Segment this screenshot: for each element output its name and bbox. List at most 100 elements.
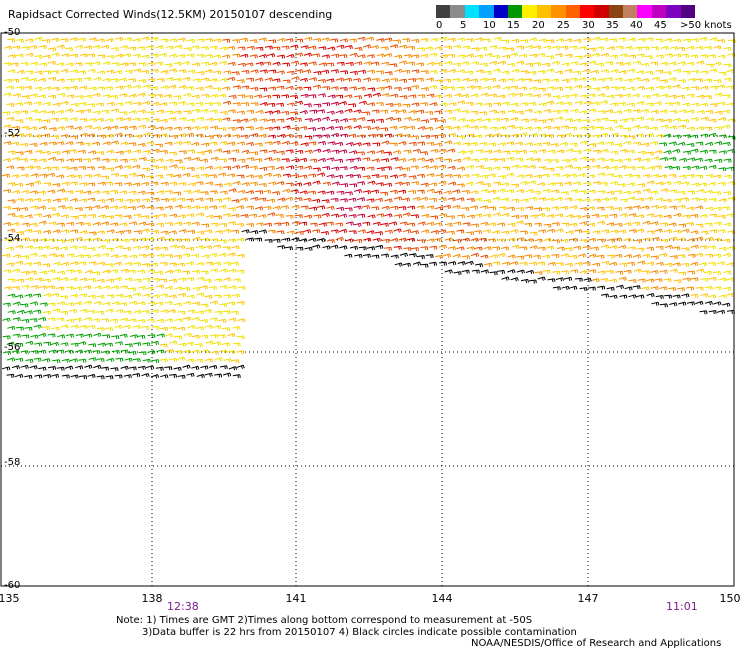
wind-barb bbox=[390, 157, 399, 162]
wind-barb bbox=[408, 141, 417, 147]
wind-barb bbox=[230, 261, 239, 266]
wind-barb bbox=[524, 142, 534, 147]
wind-barb bbox=[627, 37, 637, 42]
wind-barb bbox=[178, 342, 187, 347]
wind-barb bbox=[321, 69, 330, 74]
wind-barb bbox=[447, 197, 456, 202]
wind-barb bbox=[33, 101, 42, 106]
wind-barb bbox=[690, 117, 699, 122]
wind-barb bbox=[435, 254, 444, 260]
wind-barb bbox=[587, 189, 597, 194]
wind-barb bbox=[196, 116, 205, 122]
wind-barb bbox=[402, 103, 411, 108]
wind-barb bbox=[106, 294, 115, 299]
wind-barb bbox=[73, 317, 82, 322]
wind-barb bbox=[137, 46, 146, 51]
wind-barb bbox=[574, 100, 583, 106]
wind-barb bbox=[614, 253, 623, 259]
wind-barb bbox=[565, 148, 575, 153]
wind-barb bbox=[38, 254, 48, 259]
wind-barb bbox=[717, 54, 726, 59]
wind-barb bbox=[579, 287, 588, 292]
wind-barb bbox=[574, 277, 583, 282]
wind-barb bbox=[714, 92, 723, 97]
wind-barb bbox=[111, 108, 120, 113]
wind-barb bbox=[374, 197, 384, 203]
wind-barb bbox=[219, 285, 228, 290]
wind-barb bbox=[622, 93, 632, 98]
wind-barb bbox=[363, 77, 372, 82]
wind-barb bbox=[6, 341, 15, 346]
wind-barb bbox=[564, 262, 573, 267]
wind-barb bbox=[411, 102, 420, 107]
wind-barb bbox=[564, 118, 574, 123]
wind-barb bbox=[115, 102, 124, 107]
wind-barb bbox=[687, 157, 696, 162]
wind-barb bbox=[174, 44, 183, 50]
wind-barb bbox=[70, 181, 78, 186]
wind-barb bbox=[475, 54, 484, 59]
wind-barb bbox=[561, 125, 570, 130]
wind-barb bbox=[326, 221, 334, 226]
wind-barb bbox=[51, 166, 59, 171]
wind-barb bbox=[695, 141, 704, 146]
wind-barb bbox=[511, 68, 520, 74]
wind-barb bbox=[263, 189, 272, 194]
wind-barb bbox=[649, 126, 659, 131]
wind-barb bbox=[294, 197, 303, 202]
wind-barb bbox=[520, 230, 528, 235]
wind-barb bbox=[70, 261, 79, 266]
wind-barb bbox=[241, 229, 250, 234]
wind-barb bbox=[444, 140, 453, 145]
wind-barb bbox=[178, 133, 187, 138]
wind-barb bbox=[213, 148, 223, 153]
wind-barb bbox=[726, 262, 735, 267]
legend-swatch bbox=[436, 5, 451, 18]
wind-barb bbox=[628, 279, 637, 284]
wind-barb bbox=[406, 237, 416, 242]
wind-barb bbox=[96, 294, 105, 300]
wind-barb bbox=[331, 53, 340, 58]
wind-barb bbox=[569, 93, 579, 98]
wind-barb bbox=[335, 222, 344, 227]
wind-barb bbox=[681, 86, 690, 91]
wind-barb bbox=[48, 366, 57, 371]
wind-barb bbox=[384, 229, 393, 234]
wind-barb bbox=[510, 102, 519, 107]
wind-barb bbox=[191, 45, 200, 50]
wind-barb bbox=[137, 365, 146, 370]
wind-barb bbox=[39, 173, 48, 178]
wind-barb bbox=[345, 62, 354, 67]
wind-barb bbox=[236, 253, 245, 259]
wind-barb bbox=[483, 199, 492, 204]
wind-barb bbox=[542, 254, 551, 259]
wind-barb bbox=[205, 340, 214, 345]
wind-barb bbox=[349, 52, 358, 57]
wind-barb bbox=[65, 62, 74, 67]
wind-barb bbox=[429, 52, 438, 57]
wind-barb bbox=[492, 230, 501, 235]
wind-barb bbox=[25, 52, 34, 58]
wind-barb bbox=[186, 198, 194, 203]
wind-barb bbox=[713, 61, 722, 67]
wind-barb bbox=[542, 269, 551, 274]
wind-barb bbox=[60, 324, 69, 329]
wind-barb bbox=[668, 141, 677, 146]
wind-barb bbox=[142, 358, 151, 363]
wind-barb bbox=[209, 317, 218, 322]
wind-barb bbox=[718, 134, 727, 139]
wind-barb bbox=[50, 373, 60, 379]
wind-barb bbox=[461, 109, 470, 115]
wind-barb bbox=[56, 174, 65, 179]
wind-barb bbox=[34, 246, 43, 251]
wind-barb bbox=[673, 68, 682, 74]
wind-barb bbox=[345, 142, 354, 147]
wind-barb bbox=[410, 230, 420, 235]
wind-barb bbox=[614, 77, 624, 82]
wind-barb bbox=[672, 101, 681, 106]
wind-barb bbox=[128, 366, 137, 371]
wind-barb bbox=[718, 71, 727, 76]
wind-barb bbox=[511, 183, 519, 188]
wind-barb bbox=[272, 61, 281, 66]
wind-barb bbox=[123, 84, 132, 89]
